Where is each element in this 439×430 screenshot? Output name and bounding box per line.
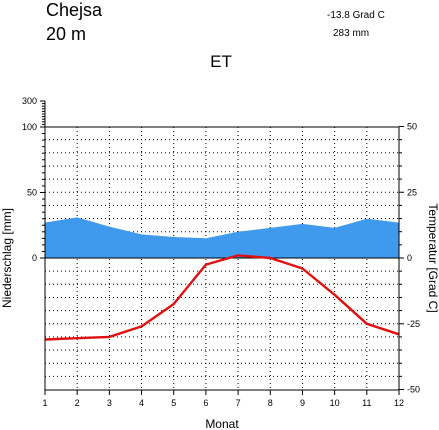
right-tick-label: 0	[407, 253, 412, 263]
left-tick-label: 0	[32, 253, 37, 263]
x-tick-label: 7	[236, 398, 241, 408]
precipitation-area	[45, 217, 399, 258]
left-axis-label: Niederschlag [mm]	[0, 208, 14, 308]
x-tick-label: 1	[42, 398, 47, 408]
x-tick-label: 10	[330, 398, 340, 408]
annual-precipitation: 283 mm	[333, 28, 369, 39]
x-tick-label: 12	[394, 398, 404, 408]
right-tick-label: -25	[407, 319, 420, 329]
axis-ticks	[40, 100, 404, 395]
right-tick-label: -50	[407, 385, 420, 395]
left-tick-label: 50	[27, 188, 37, 198]
x-tick-label: 3	[107, 398, 112, 408]
right-tick-label: 50	[407, 122, 417, 132]
x-tick-label: 4	[139, 398, 144, 408]
right-axis-label: Temperatur [Grad C]	[426, 203, 439, 312]
x-tick-label: 11	[362, 398, 371, 408]
mean-temperature: -13.8 Grad C	[327, 10, 385, 21]
station-name: Chejsa	[46, 0, 103, 20]
x-tick-label: 6	[203, 398, 208, 408]
station-elevation: 20 m	[46, 24, 86, 44]
left-tick-label: 300	[22, 96, 37, 106]
x-tick-label: 2	[75, 398, 80, 408]
x-axis-label: Monat	[205, 417, 239, 430]
left-tick-label: 100	[22, 122, 37, 132]
right-tick-label: 25	[407, 187, 417, 197]
x-tick-label: 9	[300, 398, 305, 408]
temperature-line	[44, 254, 400, 341]
climate-class: ET	[210, 52, 232, 71]
x-tick-label: 5	[171, 398, 176, 408]
x-tick-label: 8	[268, 398, 273, 408]
